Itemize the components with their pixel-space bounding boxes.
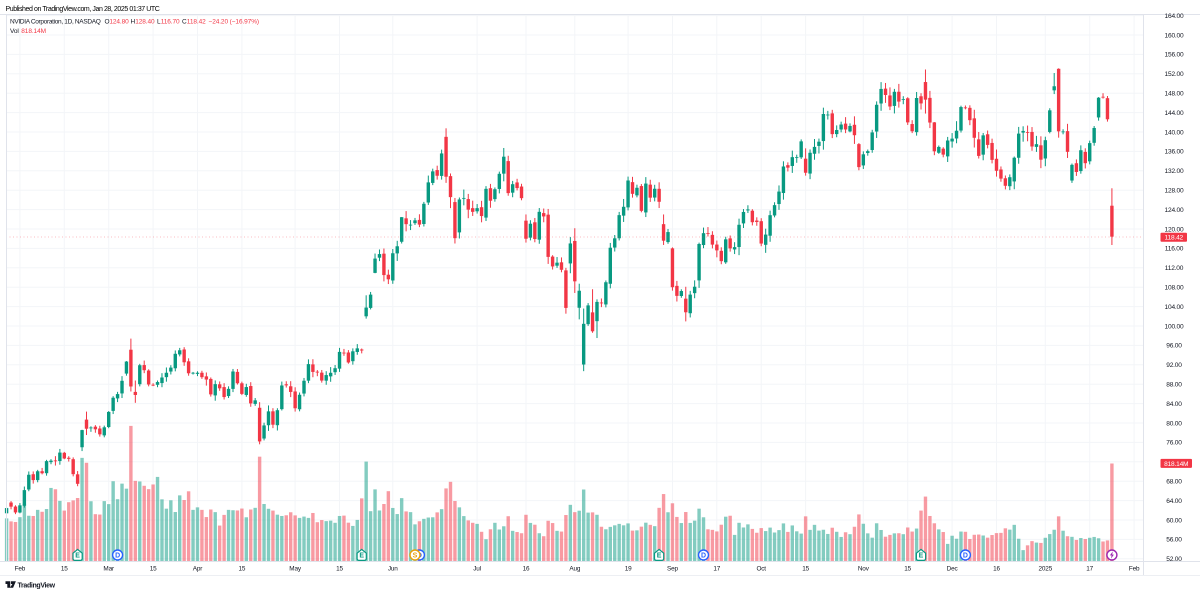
- svg-text:Sep: Sep: [667, 566, 679, 573]
- svg-text:15: 15: [238, 566, 245, 573]
- svg-text:76.00: 76.00: [1166, 440, 1182, 447]
- svg-text:156.00: 156.00: [1165, 52, 1185, 59]
- svg-text:84.00: 84.00: [1166, 401, 1182, 408]
- svg-text:17: 17: [1086, 566, 1093, 573]
- svg-text:144.00: 144.00: [1165, 110, 1185, 117]
- svg-text:Nov: Nov: [858, 566, 870, 573]
- svg-text:C: C: [182, 18, 187, 25]
- svg-text:64.00: 64.00: [1166, 498, 1182, 505]
- svg-text:128.00: 128.00: [1165, 188, 1185, 195]
- svg-text:118.42: 118.42: [1165, 235, 1184, 242]
- svg-text:−24.20 (−16.97%): −24.20 (−16.97%): [209, 18, 259, 25]
- svg-text:818.14M: 818.14M: [1164, 461, 1188, 468]
- svg-text:124.80: 124.80: [109, 18, 129, 25]
- svg-text:E: E: [75, 553, 80, 560]
- svg-text:52.00: 52.00: [1166, 556, 1182, 563]
- svg-text:128.40: 128.40: [135, 18, 155, 25]
- svg-text:Published on TradingView.com,: Published on TradingView.com, Jan 28, 20…: [6, 6, 160, 13]
- svg-text:160.00: 160.00: [1165, 32, 1185, 39]
- svg-text:19: 19: [625, 566, 632, 573]
- svg-text:May: May: [289, 566, 302, 573]
- svg-text:Oct: Oct: [756, 566, 766, 573]
- svg-text:164.00: 164.00: [1165, 13, 1185, 20]
- svg-text:15: 15: [802, 566, 809, 573]
- svg-text:Mar: Mar: [103, 566, 115, 573]
- svg-text:Apr: Apr: [193, 566, 204, 573]
- svg-text:80.00: 80.00: [1166, 420, 1182, 427]
- svg-text:112.00: 112.00: [1165, 265, 1184, 272]
- svg-text:15: 15: [904, 566, 911, 573]
- svg-text:108.00: 108.00: [1165, 285, 1185, 292]
- svg-text:15: 15: [336, 566, 343, 573]
- svg-text:Feb: Feb: [1129, 566, 1140, 573]
- svg-text:D: D: [115, 553, 120, 560]
- svg-text:100.00: 100.00: [1165, 323, 1185, 330]
- svg-text:92.00: 92.00: [1166, 362, 1182, 369]
- svg-text:60.00: 60.00: [1166, 517, 1182, 524]
- svg-text:D: D: [701, 553, 706, 560]
- svg-text:2025: 2025: [1038, 566, 1052, 573]
- svg-text:818.14M: 818.14M: [21, 28, 46, 35]
- svg-text:15: 15: [150, 566, 157, 573]
- svg-text:136.00: 136.00: [1165, 149, 1185, 156]
- svg-text:148.00: 148.00: [1165, 91, 1185, 98]
- svg-text:Jun: Jun: [388, 566, 398, 573]
- svg-text:16: 16: [523, 566, 530, 573]
- svg-text:88.00: 88.00: [1166, 382, 1182, 389]
- svg-text:O: O: [105, 18, 110, 25]
- svg-text:118.42: 118.42: [187, 18, 206, 25]
- svg-text:15: 15: [61, 566, 68, 573]
- svg-text:120.00: 120.00: [1165, 226, 1185, 233]
- svg-text:56.00: 56.00: [1166, 537, 1182, 544]
- svg-text:S: S: [413, 553, 418, 560]
- svg-text:Feb: Feb: [15, 566, 26, 573]
- svg-text:E: E: [919, 553, 924, 560]
- svg-text:Aug: Aug: [569, 566, 581, 573]
- svg-text:L: L: [157, 18, 161, 25]
- svg-text:NVIDIA Corporation, 1D, NASDAQ: NVIDIA Corporation, 1D, NASDAQ: [10, 18, 101, 25]
- svg-text:104.00: 104.00: [1165, 304, 1185, 311]
- svg-text:124.00: 124.00: [1165, 207, 1185, 214]
- svg-text:152.00: 152.00: [1165, 71, 1185, 78]
- svg-text:E: E: [359, 553, 364, 560]
- svg-text:Dec: Dec: [947, 566, 959, 573]
- svg-text:16: 16: [993, 566, 1000, 573]
- svg-text:140.00: 140.00: [1165, 129, 1185, 136]
- svg-text:Jul: Jul: [473, 566, 481, 573]
- svg-text:116.70: 116.70: [161, 18, 180, 25]
- svg-text:D: D: [963, 553, 968, 560]
- svg-text:E: E: [657, 553, 662, 560]
- svg-text:96.00: 96.00: [1166, 343, 1182, 350]
- svg-text:132.00: 132.00: [1165, 168, 1185, 175]
- svg-text:68.00: 68.00: [1166, 479, 1182, 486]
- svg-text:17: 17: [713, 566, 720, 573]
- svg-text:116.00: 116.00: [1165, 246, 1184, 253]
- svg-text:H: H: [131, 18, 136, 25]
- svg-text:TradingView: TradingView: [18, 582, 56, 589]
- svg-text:Vol: Vol: [10, 28, 19, 35]
